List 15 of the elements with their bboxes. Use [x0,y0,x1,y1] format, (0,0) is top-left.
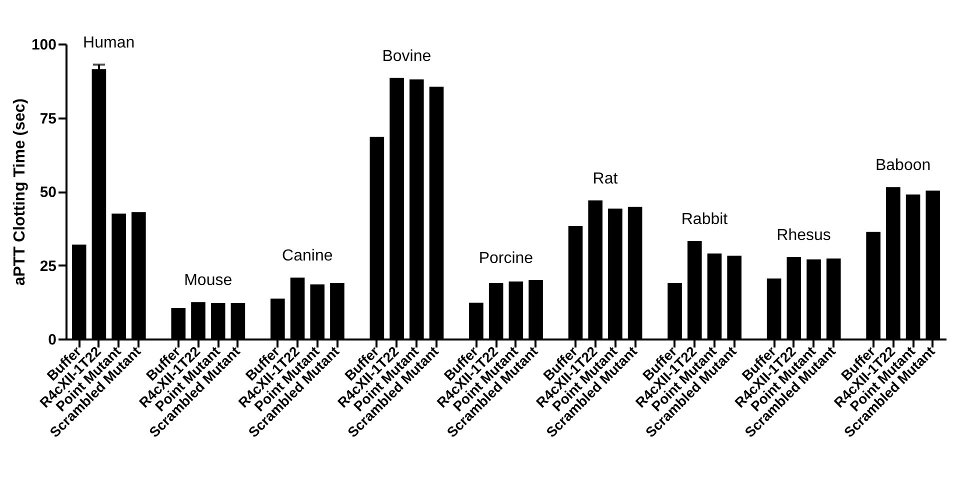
annotation: Bovine [382,48,432,65]
y-tick-label: 25 [40,258,56,275]
annotation: Canine [282,248,333,265]
y-tick-label: 100 [31,36,56,54]
y-tick-label: 75 [40,110,56,128]
annotation: Human [83,34,135,52]
annotation: Rabbit [681,211,728,228]
y-tick-label: 0 [48,332,56,348]
annotation: Mouse [184,272,232,290]
y-tick-label: 50 [40,184,56,201]
annotation: Rat [592,170,618,188]
annotation: Rhesus [776,226,831,244]
annotation: Baboon [875,157,931,174]
annotation: Porcine [478,250,534,267]
y-axis-title: aPTT Clotting Time (sec) [11,98,28,286]
